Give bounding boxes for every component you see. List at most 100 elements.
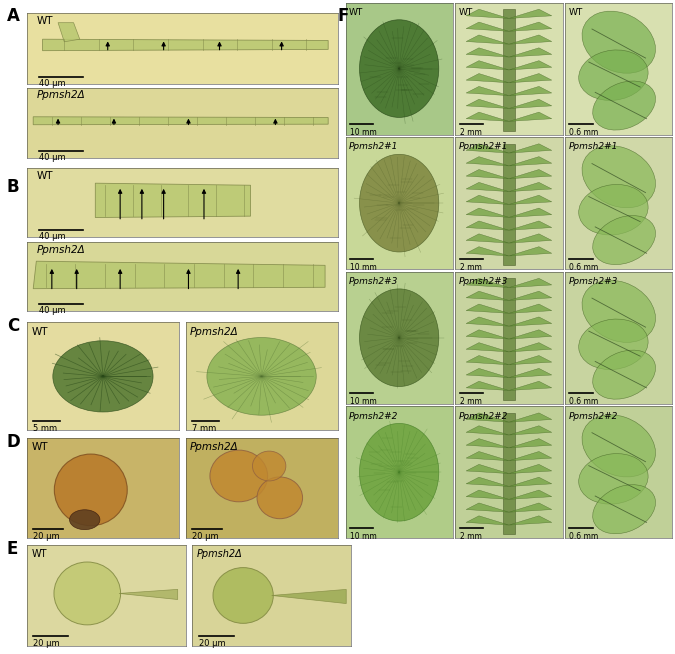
Text: Ppmsh2#3: Ppmsh2#3 (349, 277, 398, 286)
Circle shape (360, 154, 439, 252)
Polygon shape (509, 291, 551, 300)
Circle shape (53, 341, 153, 412)
Polygon shape (509, 9, 551, 18)
Text: 7 mm: 7 mm (192, 424, 216, 433)
Text: Ppmsh2Δ: Ppmsh2Δ (190, 327, 239, 337)
Text: Ppmsh2#2: Ppmsh2#2 (568, 411, 618, 421)
Circle shape (360, 20, 439, 118)
Ellipse shape (593, 216, 655, 265)
Polygon shape (466, 9, 509, 18)
Text: Ppmsh2#2: Ppmsh2#2 (458, 411, 508, 421)
Polygon shape (509, 221, 551, 230)
Polygon shape (509, 413, 551, 422)
Text: 40 μm: 40 μm (39, 306, 66, 315)
Polygon shape (509, 439, 551, 448)
Bar (502, 279, 516, 400)
Polygon shape (466, 451, 509, 460)
Text: B: B (7, 178, 20, 196)
Polygon shape (466, 234, 509, 243)
Polygon shape (466, 169, 509, 179)
Text: WT: WT (349, 8, 363, 17)
Ellipse shape (582, 281, 655, 343)
Text: 2 mm: 2 mm (460, 262, 481, 271)
Polygon shape (466, 381, 509, 390)
Polygon shape (466, 86, 509, 95)
Text: Ppmsh2#2: Ppmsh2#2 (349, 411, 398, 421)
Polygon shape (95, 183, 250, 218)
Polygon shape (466, 426, 509, 435)
Polygon shape (509, 477, 551, 487)
Polygon shape (466, 221, 509, 230)
Text: 10 mm: 10 mm (350, 128, 377, 137)
Polygon shape (466, 464, 509, 473)
Ellipse shape (578, 454, 648, 504)
Polygon shape (466, 279, 509, 288)
Ellipse shape (578, 319, 648, 370)
Bar (502, 9, 516, 131)
Text: D: D (7, 433, 20, 451)
Polygon shape (509, 343, 551, 352)
Polygon shape (509, 86, 551, 95)
Text: F: F (338, 7, 349, 25)
Text: 20 μm: 20 μm (198, 639, 225, 648)
Polygon shape (509, 73, 551, 83)
Polygon shape (466, 439, 509, 448)
Polygon shape (509, 48, 551, 57)
Polygon shape (466, 112, 509, 122)
Polygon shape (119, 589, 178, 600)
Polygon shape (509, 35, 551, 44)
Polygon shape (509, 516, 551, 525)
Polygon shape (509, 144, 551, 153)
Polygon shape (509, 304, 551, 313)
Polygon shape (509, 234, 551, 243)
Text: 20 μm: 20 μm (33, 532, 59, 541)
Polygon shape (509, 426, 551, 435)
Text: 10 mm: 10 mm (350, 397, 377, 406)
Polygon shape (466, 157, 509, 166)
Polygon shape (509, 451, 551, 460)
Text: Ppmsh2#1: Ppmsh2#1 (349, 143, 398, 152)
Ellipse shape (593, 350, 655, 399)
Ellipse shape (593, 81, 655, 130)
Polygon shape (466, 503, 509, 512)
Ellipse shape (582, 11, 655, 73)
Polygon shape (466, 208, 509, 217)
Text: WT: WT (568, 8, 583, 17)
Text: Ppmsh2Δ: Ppmsh2Δ (36, 90, 85, 101)
Ellipse shape (257, 477, 302, 519)
Polygon shape (271, 589, 346, 604)
Circle shape (207, 337, 316, 415)
Polygon shape (466, 196, 509, 205)
Polygon shape (466, 477, 509, 487)
Polygon shape (509, 182, 551, 192)
Text: 20 μm: 20 μm (33, 639, 60, 648)
Text: 40 μm: 40 μm (39, 78, 66, 88)
Ellipse shape (578, 184, 648, 235)
Text: 20 μm: 20 μm (192, 532, 218, 541)
Polygon shape (466, 490, 509, 499)
Text: WT: WT (32, 327, 48, 337)
Text: Ppmsh2#3: Ppmsh2#3 (568, 277, 618, 286)
Polygon shape (509, 279, 551, 288)
Polygon shape (509, 169, 551, 179)
Polygon shape (466, 413, 509, 422)
Ellipse shape (582, 146, 655, 208)
Polygon shape (466, 247, 509, 256)
Text: E: E (7, 540, 18, 558)
Polygon shape (466, 61, 509, 70)
Text: 0.6 mm: 0.6 mm (570, 397, 599, 406)
Polygon shape (509, 208, 551, 217)
Bar (502, 413, 516, 534)
Text: 10 mm: 10 mm (350, 262, 377, 271)
Circle shape (70, 509, 100, 530)
Polygon shape (509, 381, 551, 390)
Polygon shape (466, 330, 509, 339)
Polygon shape (466, 356, 509, 365)
Text: Ppmsh2#1: Ppmsh2#1 (568, 143, 618, 152)
Text: A: A (7, 7, 20, 25)
Ellipse shape (578, 50, 648, 101)
Text: Ppmsh2Δ: Ppmsh2Δ (190, 442, 239, 452)
Polygon shape (466, 343, 509, 352)
Polygon shape (509, 99, 551, 109)
Text: Ppmsh2#3: Ppmsh2#3 (458, 277, 508, 286)
